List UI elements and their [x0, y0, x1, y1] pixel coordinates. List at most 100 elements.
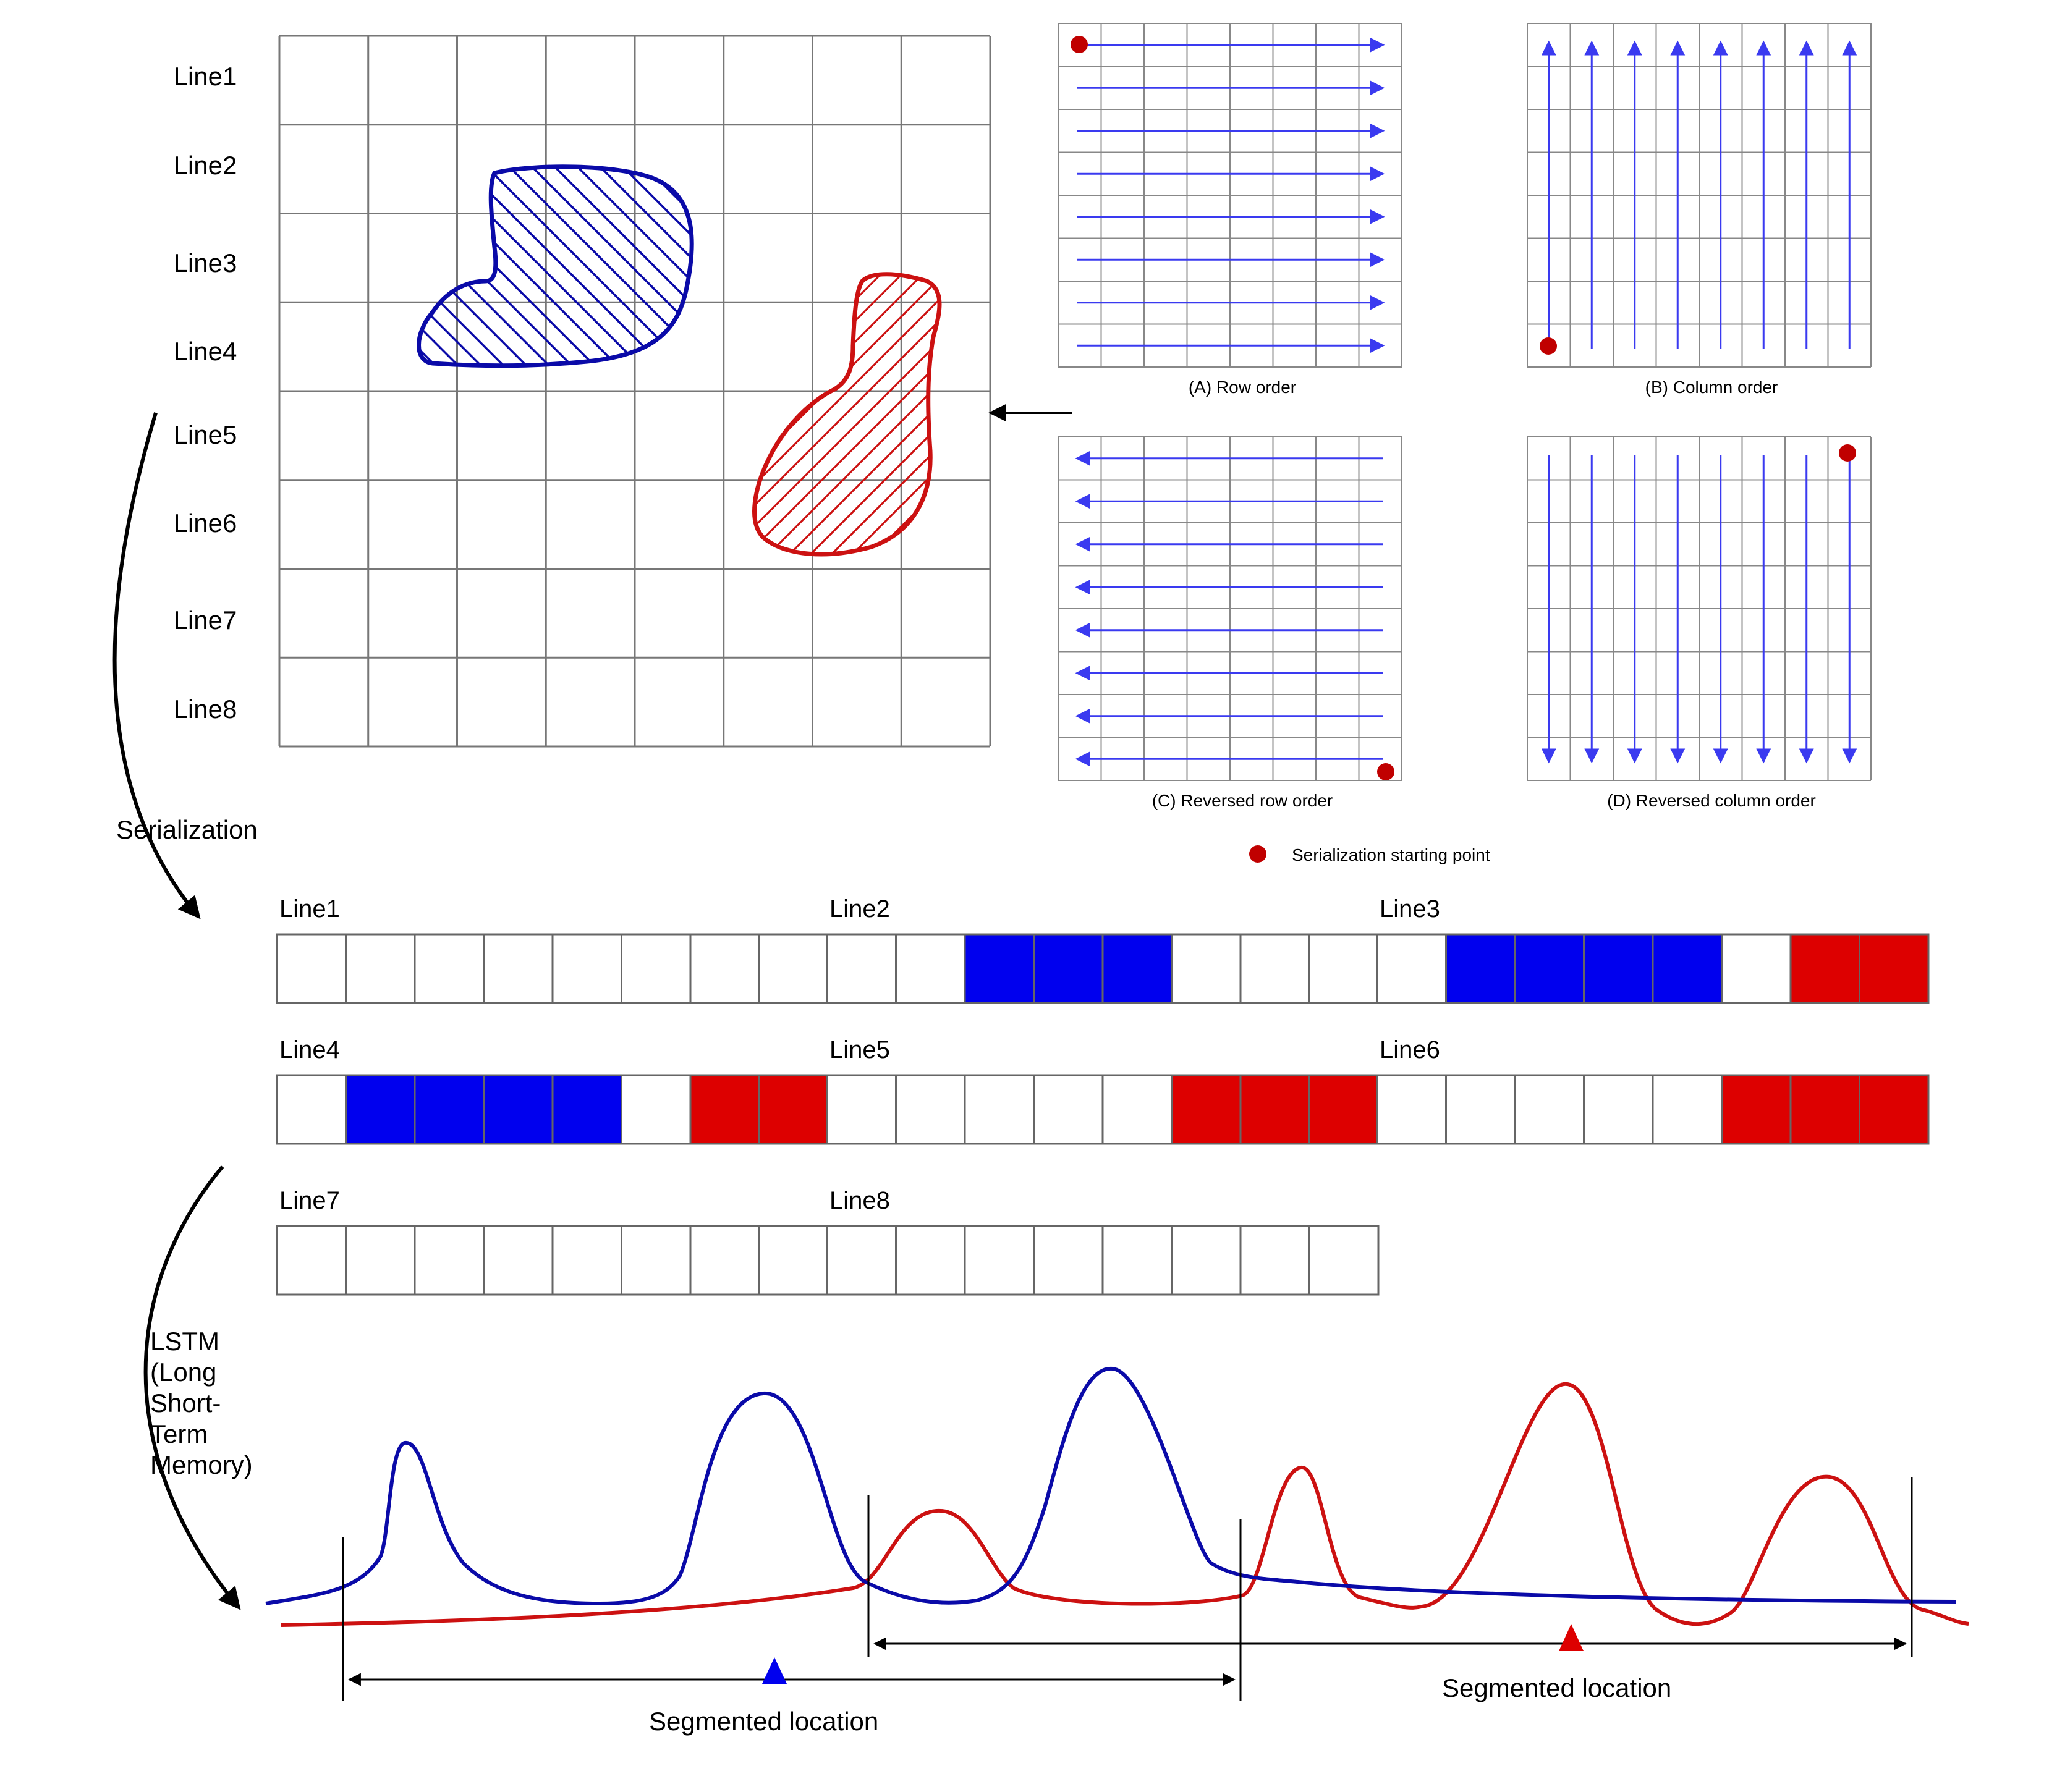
sequence-cell [1171, 1074, 1242, 1145]
sequence-cell [758, 933, 829, 1004]
sequence-cell [895, 1074, 966, 1145]
sequence-line-6: Line6 [1376, 1036, 1930, 1145]
main-grid-line-label: Line1 [174, 62, 237, 91]
starting-point-legend-label: Serialization starting point [1292, 845, 1490, 864]
sequence-line-3: Line3 [1376, 895, 1930, 1004]
sequence-line-4: Line4 [276, 1036, 829, 1145]
blue-segment-marker [762, 1657, 787, 1684]
sequence-cell [1239, 1225, 1310, 1296]
blue-segment-label: Segmented location [649, 1707, 878, 1736]
main-grid-line-label: Line4 [174, 337, 237, 366]
sequence-line-label: Line4 [279, 1036, 340, 1063]
sequence-cell [276, 1074, 347, 1145]
sequence-cell [483, 933, 554, 1004]
main-grid-line-label: Line2 [174, 151, 237, 180]
main-grid-line-label: Line6 [174, 509, 237, 538]
sequence-cell [1445, 1074, 1516, 1145]
sequence-cell [895, 1225, 966, 1296]
blue-signal-curve [265, 1366, 1957, 1606]
sequence-line-label: Line3 [1380, 895, 1440, 923]
sequence-cell [826, 933, 897, 1004]
sequence-cell [964, 1225, 1035, 1296]
sequence-line-label: Line6 [1380, 1036, 1440, 1063]
sequence-cell [1171, 1225, 1242, 1296]
sequence-cell [621, 933, 692, 1004]
serialization-arrow [112, 412, 201, 919]
lstm-label-line: Short- [150, 1388, 221, 1418]
red-region [752, 272, 942, 557]
sequence-cell [1033, 1225, 1104, 1296]
lstm-label-line: Memory) [150, 1450, 253, 1479]
sequence-cell [345, 1074, 416, 1145]
main-grid-line-label: Line7 [174, 606, 237, 635]
sequence-cell [551, 933, 622, 1004]
sequence-cell [1101, 1074, 1173, 1145]
sequence-cell [895, 933, 966, 1004]
sequence-line-1: Line1 [276, 895, 829, 1004]
main-grid-line-label: Line3 [174, 248, 237, 277]
sequence-cell [1033, 1074, 1104, 1145]
sequence-cell [483, 1225, 554, 1296]
starting-point-dot [1540, 337, 1557, 355]
sequence-cell [1101, 933, 1173, 1004]
serialization-orders: (A) Row order (B) Column order (C) Reverse… [1058, 23, 1872, 810]
sequence-cell [1583, 933, 1654, 1004]
sequence-cell [1376, 933, 1447, 1004]
sequence-cell [551, 1074, 622, 1145]
sequence-cell [1789, 933, 1860, 1004]
sequence-cell [1308, 933, 1380, 1004]
lstm-label-line: Term [150, 1419, 208, 1448]
lstm-output-signals: Segmented location Segmented location [265, 1366, 1969, 1736]
order-caption: (A) Row order [1189, 378, 1296, 397]
red-signal-curve [281, 1382, 1969, 1627]
sequence-cell [1033, 933, 1104, 1004]
sequence-cell [758, 1074, 829, 1145]
sequence-cell [621, 1225, 692, 1296]
serialization-label: Serialization [116, 815, 258, 844]
starting-point-dot [1377, 763, 1394, 780]
order-caption: (C) Reversed row order [1152, 791, 1333, 810]
order-panel-reversed-column: (D) Reversed column order [1527, 436, 1872, 810]
sequence-line-label: Line1 [279, 895, 340, 923]
order-panel-reversed-row: (C) Reversed row order [1058, 436, 1402, 810]
red-segment-label: Segmented location [1442, 1673, 1671, 1702]
sequence-line-label: Line7 [279, 1187, 340, 1214]
main-grid-line-labels: Line1 Line2 Line3 Line4 Line5 Line6 Line7 Line8 [174, 62, 237, 724]
sequence-cell [483, 1074, 554, 1145]
sequence-cell [551, 1225, 622, 1296]
sequence-cell [1652, 933, 1723, 1004]
lstm-label: LSTM (Long Short-Term Memory) [150, 1327, 253, 1479]
sequence-line-label: Line8 [829, 1187, 890, 1214]
blue-region [417, 164, 694, 368]
sequence-cell [1445, 933, 1516, 1004]
sequence-line-8: Line8 [826, 1187, 1380, 1296]
sequence-line-2: Line2 [826, 895, 1380, 1004]
sequence-cell [826, 1074, 897, 1145]
starting-point-dot [1839, 444, 1856, 462]
lstm-arrow [143, 1165, 241, 1610]
sequence-cell [1789, 1074, 1860, 1145]
sequence-cell [964, 1074, 1035, 1145]
sequence-cell [689, 1225, 760, 1296]
sequence-cell [414, 1225, 485, 1296]
order-panel-column: (B) Column order [1527, 23, 1872, 397]
serialized-sequence: Line1 Line2 Line3 Line4 Line5 Line6 Line7 Line8 [276, 895, 1930, 1296]
sequence-line-label: Line5 [829, 1036, 890, 1063]
lstm-label-line: LSTM [150, 1327, 219, 1356]
sequence-cell [1721, 1074, 1792, 1145]
sequence-cell [1171, 933, 1242, 1004]
sequence-cell [1514, 933, 1585, 1004]
sequence-cell [1859, 933, 1930, 1004]
lstm-label-line: (Long [150, 1358, 216, 1387]
sequence-cell [826, 1225, 897, 1296]
order-caption: (D) Reversed column order [1607, 791, 1816, 810]
main-grid [278, 35, 991, 748]
sequence-line-5: Line5 [826, 1036, 1380, 1145]
sequence-cell [1101, 1225, 1173, 1296]
sequence-cell [414, 1074, 485, 1145]
sequence-cell [964, 933, 1035, 1004]
sequence-cell [1652, 1074, 1723, 1145]
sequence-cell [1859, 1074, 1930, 1145]
